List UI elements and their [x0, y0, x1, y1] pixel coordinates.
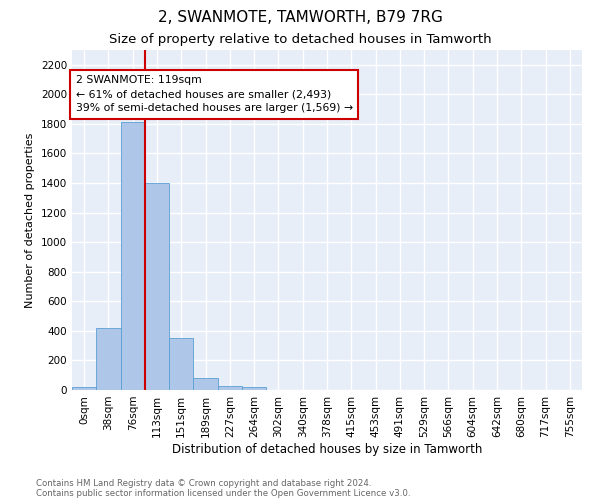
Bar	[121, 122, 145, 390]
Bar	[242, 387, 266, 390]
Text: Contains HM Land Registry data © Crown copyright and database right 2024.: Contains HM Land Registry data © Crown c…	[36, 478, 371, 488]
Text: Contains public sector information licensed under the Open Government Licence v3: Contains public sector information licen…	[36, 488, 410, 498]
Bar	[218, 386, 242, 390]
Bar	[169, 338, 193, 390]
Text: Size of property relative to detached houses in Tamworth: Size of property relative to detached ho…	[109, 32, 491, 46]
Y-axis label: Number of detached properties: Number of detached properties	[25, 132, 35, 308]
X-axis label: Distribution of detached houses by size in Tamworth: Distribution of detached houses by size …	[172, 442, 482, 456]
Text: 2 SWANMOTE: 119sqm
← 61% of detached houses are smaller (2,493)
39% of semi-deta: 2 SWANMOTE: 119sqm ← 61% of detached hou…	[76, 75, 353, 113]
Bar	[72, 387, 96, 390]
Bar	[193, 378, 218, 390]
Bar	[145, 183, 169, 390]
Text: 2, SWANMOTE, TAMWORTH, B79 7RG: 2, SWANMOTE, TAMWORTH, B79 7RG	[158, 10, 442, 25]
Bar	[96, 328, 121, 390]
